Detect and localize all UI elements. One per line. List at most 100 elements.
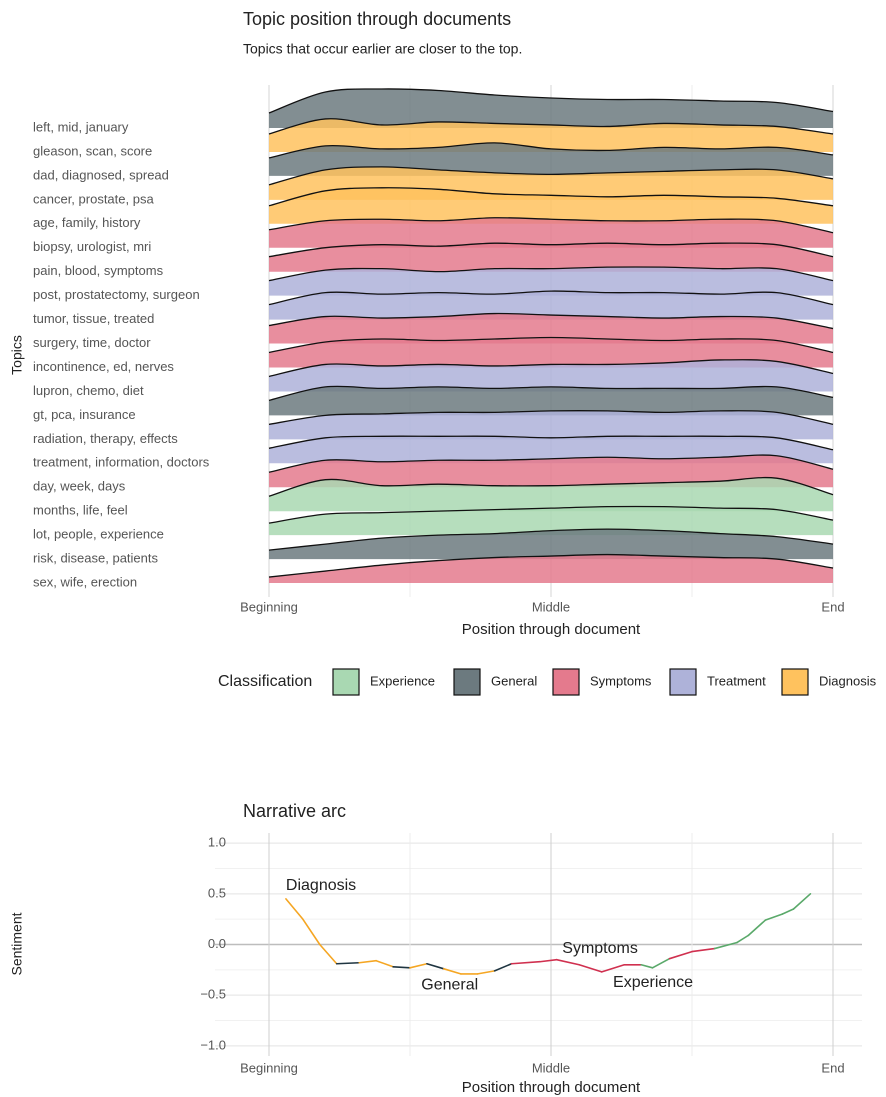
- chart-title: Topic position through documents: [243, 9, 511, 29]
- line-segment: [375, 959, 394, 968]
- topic-label: gleason, scan, score: [33, 143, 152, 158]
- line-segment: [476, 970, 496, 975]
- ridge-line: [268, 454, 834, 473]
- line-segment: [302, 918, 321, 946]
- legend-swatch: [781, 668, 809, 696]
- topic-label: surgery, time, doctor: [33, 335, 151, 350]
- legend-swatch: [332, 668, 360, 696]
- legend-swatch: [453, 668, 481, 696]
- ridge-area: [269, 88, 833, 128]
- annotation: Experience: [613, 974, 693, 991]
- ridge-line: [268, 242, 834, 258]
- line-segment: [285, 898, 304, 920]
- line-segment: [651, 957, 671, 969]
- line-segment: [409, 962, 428, 969]
- y-tick-label: −1.0: [200, 1037, 226, 1052]
- topic-label: risk, disease, patients: [33, 551, 159, 566]
- ridge-line: [268, 217, 834, 234]
- topic-label: sex, wife, erection: [33, 574, 137, 589]
- line-segment: [358, 959, 377, 964]
- annotation: Symptoms: [562, 940, 638, 957]
- topic-label: treatment, information, doctors: [33, 455, 210, 470]
- topic-label: tumor, tissue, treated: [33, 311, 154, 326]
- y-tick-label: 1.0: [208, 835, 226, 850]
- legend-label: Diagnosis: [819, 673, 877, 688]
- y-tick-label: −0.5: [200, 987, 226, 1002]
- topic-label: cancer, prostate, psa: [33, 191, 154, 206]
- x-tick-label: Beginning: [240, 599, 298, 614]
- ridge-area: [269, 477, 833, 512]
- line-segment: [640, 963, 654, 969]
- y-axis-title: Sentiment: [9, 912, 25, 975]
- ridge-line: [268, 118, 834, 135]
- ridge-line: [268, 88, 834, 114]
- line-segment: [426, 962, 445, 970]
- ridge-line: [268, 142, 834, 159]
- ridge-line: [268, 528, 834, 551]
- line-segment: [392, 966, 411, 969]
- x-axis-title: Position through document: [462, 1079, 641, 1096]
- ridge-area: [269, 436, 833, 464]
- topic-label: biopsy, urologist, mri: [33, 239, 151, 254]
- ridge-line: [268, 312, 834, 330]
- annotation: Diagnosis: [286, 877, 356, 894]
- ridge-area: [269, 410, 833, 440]
- ridge-line: [268, 359, 834, 378]
- y-tick-label: 0.5: [208, 885, 226, 900]
- ridge-area: [269, 187, 833, 224]
- y-tick-label: 0.0: [208, 936, 226, 951]
- line-segment: [555, 958, 580, 966]
- ridge-area: [269, 217, 833, 248]
- ridge-area: [269, 313, 833, 344]
- ridge-area: [269, 243, 833, 272]
- line-segment: [600, 963, 626, 973]
- ridge-line: [268, 505, 834, 524]
- line-segment: [668, 950, 693, 960]
- line-segment: [713, 941, 738, 950]
- topic-label: pain, blood, symptoms: [33, 263, 164, 278]
- ridge-line: [268, 385, 834, 402]
- annotation: General: [421, 976, 478, 993]
- x-tick-label: End: [821, 599, 844, 614]
- y-axis-title: Topics: [9, 335, 25, 375]
- line-segment: [493, 962, 513, 972]
- x-tick-label: Middle: [532, 1060, 570, 1075]
- ridge-area: [269, 359, 833, 392]
- chart-title: Narrative arc: [243, 801, 346, 821]
- line-segment: [510, 960, 541, 965]
- legend-label: Experience: [370, 673, 435, 688]
- ridge-line: [268, 410, 834, 425]
- ridge-line: [268, 553, 834, 578]
- topic-label: age, family, history: [33, 215, 141, 230]
- topic-label: months, life, feel: [33, 503, 128, 518]
- line-segment: [443, 968, 462, 975]
- line-segment: [335, 961, 361, 965]
- ridge-line: [268, 435, 834, 451]
- line-segment: [747, 919, 767, 937]
- ridge-line: [268, 266, 834, 282]
- ridge-area: [269, 506, 833, 536]
- legend-label: Treatment: [707, 673, 766, 688]
- line-segment: [691, 947, 716, 953]
- ridge-area: [269, 118, 833, 152]
- x-tick-label: End: [821, 1060, 844, 1075]
- line-segment: [538, 958, 558, 963]
- topic-label: post, prostatectomy, surgeon: [33, 287, 200, 302]
- ridge-area: [269, 386, 833, 416]
- line-segment: [318, 943, 338, 965]
- ridge-line: [268, 336, 834, 354]
- x-tick-label: Beginning: [240, 1060, 298, 1075]
- ridge-line: [268, 476, 834, 497]
- legend-swatch: [552, 668, 580, 696]
- topic-label: incontinence, ed, nerves: [33, 359, 174, 374]
- topic-label: dad, diagnosed, spread: [33, 167, 169, 182]
- line-segment: [781, 908, 795, 915]
- line-segment: [736, 934, 750, 944]
- line-segment: [792, 893, 812, 910]
- x-tick-label: Middle: [532, 599, 570, 614]
- ridge-area: [269, 291, 833, 320]
- legend-title: Classification: [218, 673, 312, 690]
- topic-label: gt, pca, insurance: [33, 407, 136, 422]
- ridge-line: [268, 290, 834, 306]
